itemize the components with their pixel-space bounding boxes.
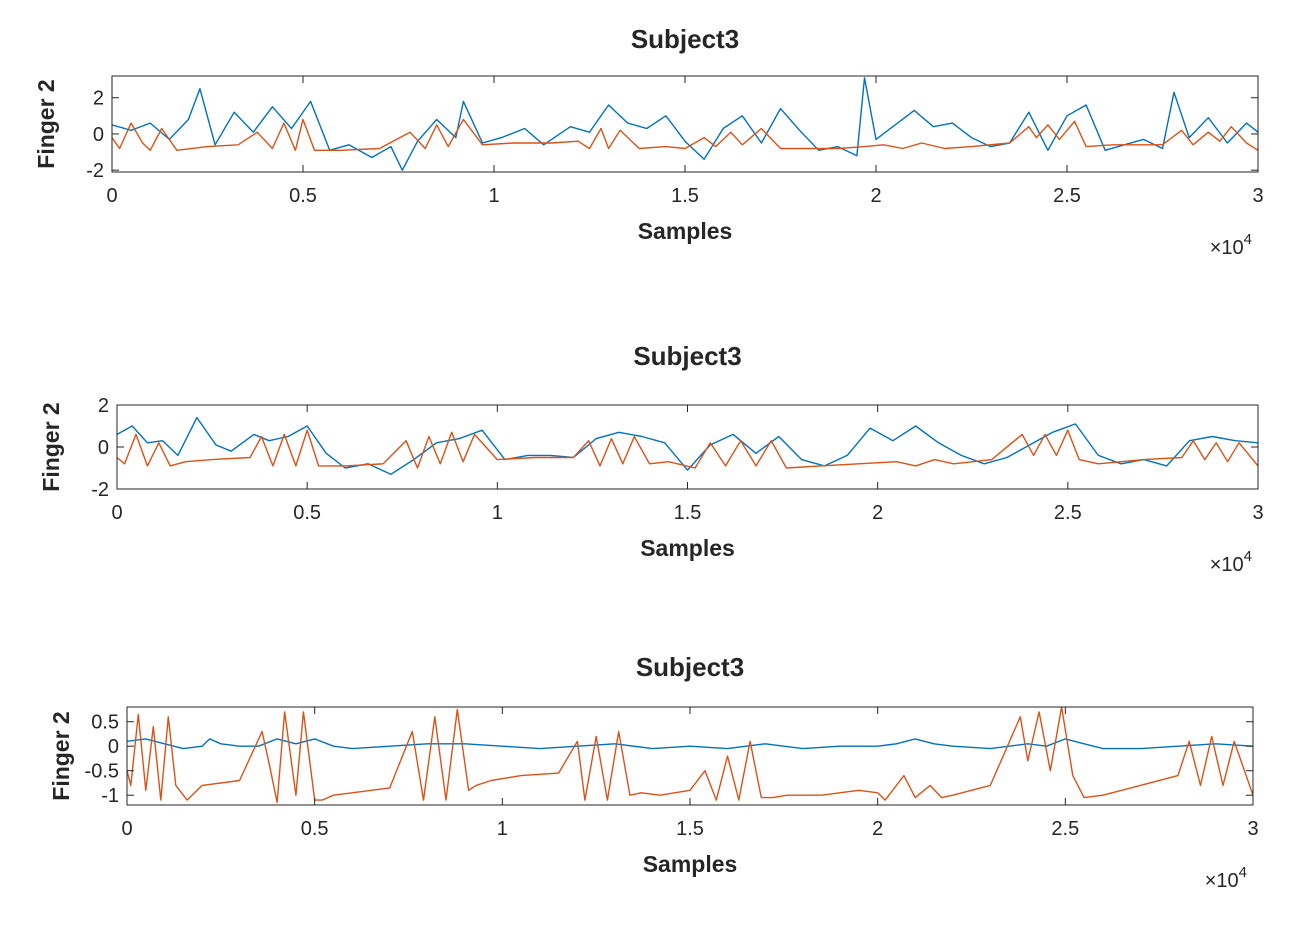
series-line-2 <box>127 707 1253 804</box>
x-tick-label: 0.5 <box>293 502 321 524</box>
x-tick-label: 0 <box>106 185 117 207</box>
x-tick-label: 2.5 <box>1054 502 1082 524</box>
x-axis-label: Samples <box>638 218 733 244</box>
x-tick-label: 3 <box>1252 502 1263 524</box>
y-tick-label: 2 <box>98 395 109 417</box>
y-tick-label: -1 <box>101 785 119 807</box>
chart-title: Subject3 <box>631 24 739 54</box>
series-line-2 <box>117 429 1258 469</box>
series-line-1 <box>117 416 1258 475</box>
x-tick-label: 1 <box>492 502 503 524</box>
series-group <box>127 707 1253 804</box>
y-tick-label: -0.5 <box>85 761 119 783</box>
chart-title: Subject3 <box>633 341 741 371</box>
x-exponent-label: ×104 <box>1205 864 1247 892</box>
x-tick-label: 2 <box>870 185 881 207</box>
x-axis-label: Samples <box>643 851 738 877</box>
x-tick-label: 2.5 <box>1053 185 1081 207</box>
series-line-1 <box>127 738 1253 750</box>
x-tick-label: 3 <box>1247 818 1258 840</box>
x-exponent-power: 4 <box>1244 231 1252 248</box>
x-tick-label: 0.5 <box>301 818 329 840</box>
chart-title: Subject3 <box>636 652 744 682</box>
y-tick-label: 0.5 <box>91 712 119 734</box>
y-tick-label: 0 <box>108 736 119 758</box>
x-tick-label: 3 <box>1252 185 1263 207</box>
x-axis-label: Samples <box>640 535 735 561</box>
y-tick-label: -2 <box>86 160 104 182</box>
x-exponent-base: ×10 <box>1210 237 1244 259</box>
x-tick-label: 2 <box>872 502 883 524</box>
y-tick-label: -2 <box>91 479 109 501</box>
y-axis-label: Finger 2 <box>48 711 74 800</box>
series-group <box>112 77 1258 171</box>
x-exponent-base: ×10 <box>1210 554 1244 576</box>
x-exponent-base: ×10 <box>1205 870 1239 892</box>
y-axis-label: Finger 2 <box>33 79 59 168</box>
y-tick-label: 0 <box>98 437 109 459</box>
series-group <box>117 416 1258 475</box>
x-tick-label: 1.5 <box>674 502 702 524</box>
x-exponent-label: ×104 <box>1210 231 1252 259</box>
y-tick-label: 0 <box>93 124 104 146</box>
x-exponent-power: 4 <box>1239 864 1247 881</box>
x-tick-label: 0.5 <box>289 185 317 207</box>
x-tick-label: 0 <box>111 502 122 524</box>
x-exponent-label: ×104 <box>1210 548 1252 576</box>
x-exponent-power: 4 <box>1244 548 1252 565</box>
x-tick-label: 0 <box>121 818 132 840</box>
y-axis-label: Finger 2 <box>38 402 64 491</box>
series-line-2 <box>112 118 1258 151</box>
x-tick-label: 2.5 <box>1051 818 1079 840</box>
y-tick-label: 2 <box>93 88 104 110</box>
x-tick-label: 2 <box>872 818 883 840</box>
x-tick-label: 1 <box>488 185 499 207</box>
x-tick-label: 1.5 <box>676 818 704 840</box>
x-tick-label: 1.5 <box>671 185 699 207</box>
series-line-1 <box>112 77 1258 171</box>
axes-box <box>116 404 1259 490</box>
x-tick-label: 1 <box>497 818 508 840</box>
